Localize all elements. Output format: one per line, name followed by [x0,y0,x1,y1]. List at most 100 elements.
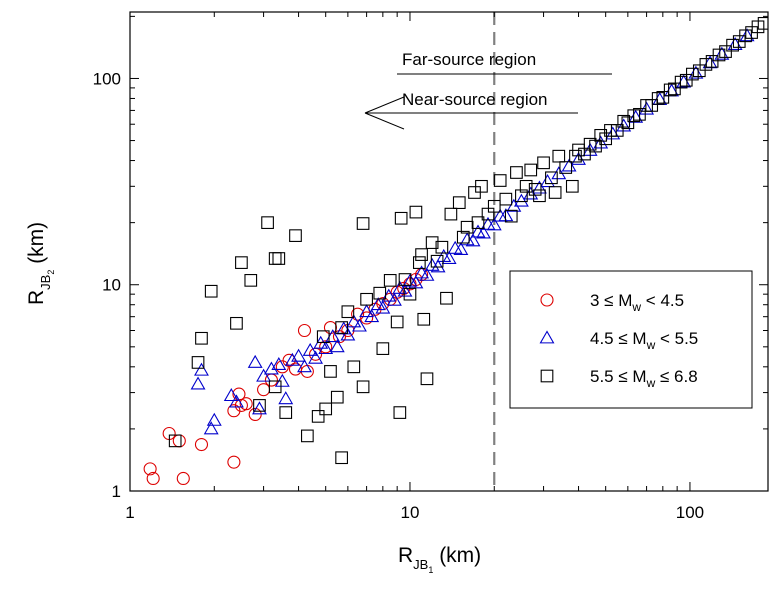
data-point [346,314,362,328]
data-point [323,321,338,335]
legend: 3 ≤ Mw < 4.5 4.5 ≤ Mw < 5.5 5.5 ≤ Mw ≤ 6.8 [509,270,753,409]
data-point [206,412,222,426]
data-point [589,139,602,153]
data-point [409,205,423,219]
data-point [291,348,307,362]
annotation-far-source: Far-source region [402,50,536,69]
data-point [143,462,157,476]
data-point [415,248,428,261]
data-point [604,124,617,137]
x-tick-label: 100 [676,503,704,522]
data-point [616,118,632,132]
data-point [412,256,426,269]
data-point [430,259,446,273]
data-point [261,216,274,229]
data-point [453,242,469,256]
data-point [386,292,402,306]
data-point [674,75,688,89]
data-point [319,402,333,416]
data-point [352,318,367,332]
data-point [383,274,397,287]
data-point [447,240,463,254]
data-point [194,362,209,376]
data-point [393,406,407,419]
plot-frame [129,11,769,492]
data-point [456,230,470,244]
data-point [504,209,518,223]
data-point [705,55,719,68]
legend-marker-triangle [539,330,555,344]
annotation-near-arrow [364,96,578,130]
data-point [341,305,355,319]
data-point [360,292,373,306]
data-point [633,107,646,121]
data-point [676,74,692,88]
data-point [593,135,609,149]
x-axis-label: RJB1 (km) [398,544,481,575]
annotation-layer: Far-source region Near-source region [364,50,612,130]
x-tick-label: 1 [125,503,134,522]
data-point [398,273,412,286]
legend-label: 3 ≤ Mw < 4.5 [590,291,684,314]
data-point [537,156,550,170]
legend-label: 4.5 ≤ Mw < 5.5 [590,329,698,352]
data-point [256,368,272,382]
data-point [420,372,434,386]
data-point [712,48,726,62]
data-point [510,166,523,179]
data-point [195,331,208,345]
data-point [656,90,670,104]
data-point [506,198,522,212]
data-point [272,252,286,265]
data-point [515,189,528,203]
data-point [301,429,314,443]
data-point [302,342,318,356]
data-point [565,179,579,193]
data-point [335,321,348,334]
data-point [316,330,330,344]
axis-labels-layer: RJB1 (km) RJB2 (km) [25,222,481,575]
data-point [452,196,466,209]
data-point [668,82,681,96]
y-tick-label: 10 [102,276,121,295]
data-point [528,183,542,196]
data-point [191,356,205,369]
data-point [204,284,218,298]
data-point [308,350,324,364]
data-point [435,240,449,254]
data-point [533,189,546,203]
data-point [247,354,263,368]
data-point [176,471,190,486]
data-point [227,455,241,469]
data-point [329,339,345,353]
data-point [297,359,312,373]
data-point [419,267,435,281]
data-point [335,451,348,465]
data-point [757,17,768,30]
data-point [688,65,704,79]
data-point [545,171,558,185]
annotation-near-source: Near-source region [402,90,548,109]
data-point [373,286,387,300]
data-points-layer [143,17,768,486]
data-point [726,38,739,52]
legend-marker-square [540,369,554,383]
data-point [552,149,566,163]
data-point [271,356,287,371]
data-point [471,216,485,229]
data-point [190,376,206,390]
data-point [519,179,533,193]
data-point [397,283,413,297]
data-point [229,394,244,408]
data-point [318,341,334,355]
data-point [253,399,266,412]
data-point [610,124,624,137]
data-point [278,391,294,405]
data-point [375,300,391,314]
data-point [417,312,431,326]
data-point [263,361,279,375]
data-point [559,161,573,174]
data-point [289,229,302,242]
data-point [356,217,370,230]
data-point [194,437,209,452]
